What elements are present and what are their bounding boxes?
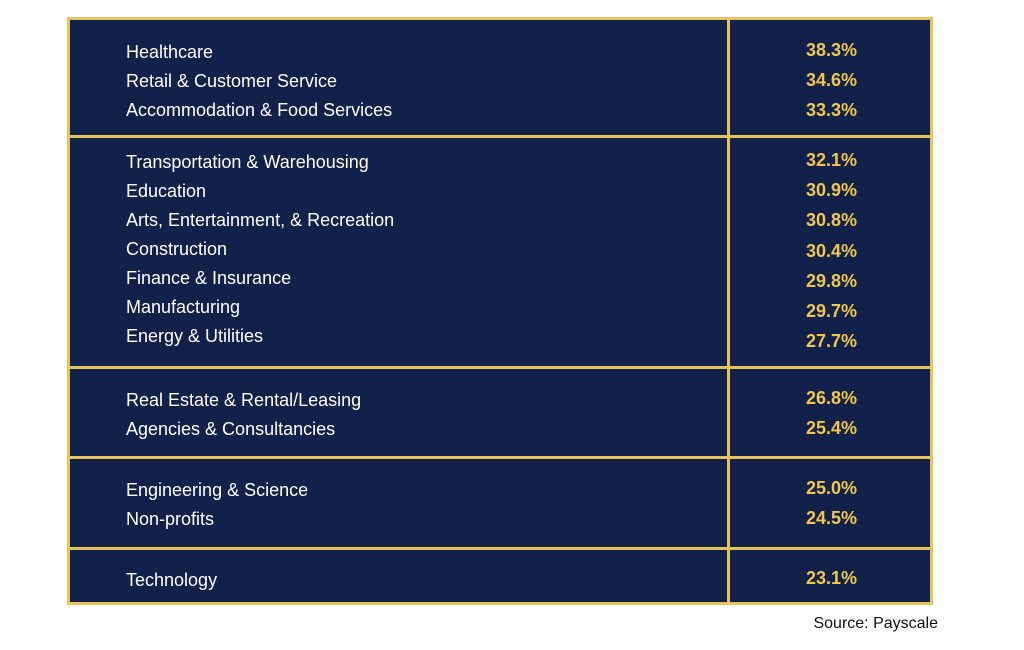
industry-label: Finance & Insurance <box>126 268 292 288</box>
industry-label: Energy & Utilities <box>126 326 264 346</box>
industry-value: 27.7% <box>805 331 858 352</box>
industry-value: 30.8% <box>805 210 858 231</box>
industry-value: 33.3% <box>805 100 858 121</box>
industry-label: Engineering & Science <box>126 480 309 500</box>
industry-value: 23.1% <box>805 568 858 588</box>
industry-label: Manufacturing <box>126 297 241 317</box>
group-divider <box>70 547 930 550</box>
industry-value: 29.7% <box>805 301 858 321</box>
industry-label: Education <box>126 181 207 201</box>
industry-label: Technology <box>126 570 218 590</box>
industry-value: 30.9% <box>805 180 858 201</box>
industry-label: Arts, Entertainment, & Recreation <box>126 210 395 230</box>
industry-value: 26.8% <box>805 388 858 408</box>
industry-label: Non-profits <box>126 509 215 529</box>
industry-label: Agencies & Consultancies <box>126 419 336 439</box>
industry-value: 25.4% <box>805 418 858 439</box>
source-note: Source: Payscale <box>813 615 938 632</box>
industry-table: Healthcare 38.3% Retail & Customer Service… <box>67 17 933 605</box>
industry-value: 30.4% <box>805 240 858 261</box>
industry-value: 25.0% <box>805 478 858 498</box>
group-divider <box>70 366 930 369</box>
industry-value: 32.1% <box>805 150 858 170</box>
group-divider <box>70 456 930 459</box>
industry-label: Real Estate & Rental/Leasing <box>126 390 362 410</box>
industry-label: Accommodation & Food Services <box>126 100 393 120</box>
column-divider <box>727 20 730 602</box>
industry-label: Construction <box>126 239 228 259</box>
industry-value: 34.6% <box>805 70 858 91</box>
group-divider <box>70 135 930 138</box>
industry-value: 38.3% <box>805 40 858 60</box>
industry-label: Transportation & Warehousing <box>126 152 369 172</box>
industry-value: 24.5% <box>805 508 858 529</box>
industry-label: Retail & Customer Service <box>126 71 338 91</box>
industry-value: 29.8% <box>805 270 858 291</box>
industry-label: Healthcare <box>126 42 214 62</box>
